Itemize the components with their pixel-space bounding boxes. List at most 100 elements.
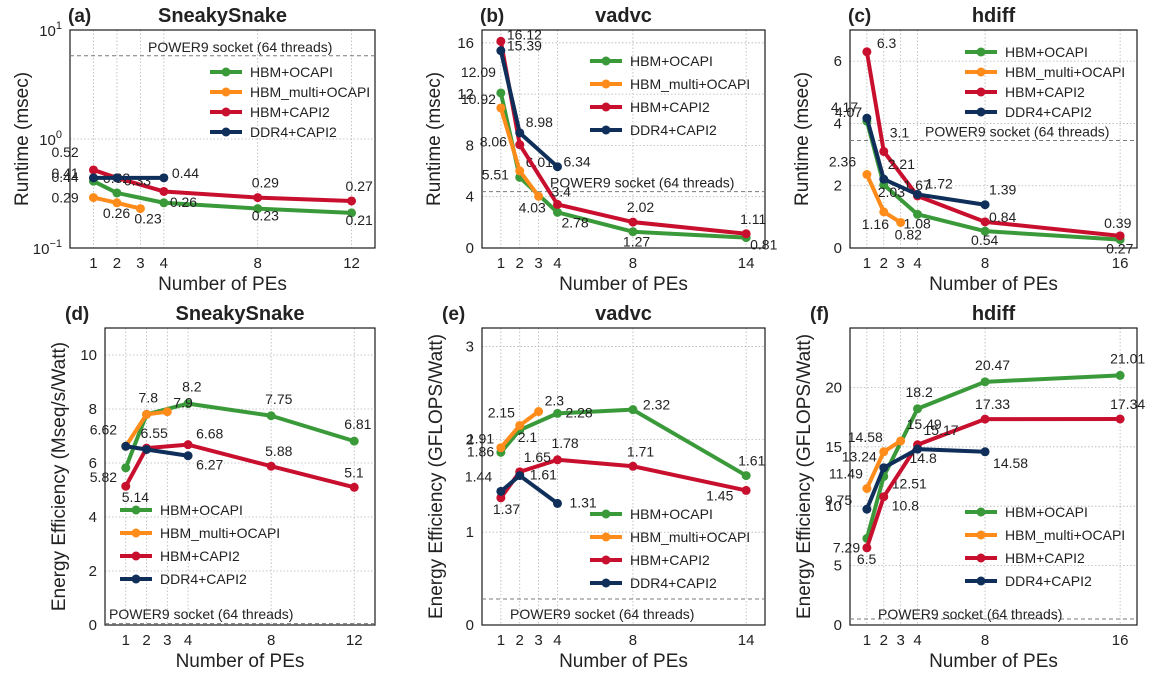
data-label: 0.41 <box>51 165 78 181</box>
data-point <box>980 217 990 227</box>
legend-entry: HBM_multi+OCAPI <box>630 76 750 92</box>
data-label: 1.27 <box>623 234 650 250</box>
series-hbm-multi-ocapi: 2.36 1.16 0.82 <box>829 154 922 243</box>
plot-frame <box>69 29 376 249</box>
series-ddr4-capi2: 1.44 1.61 1.31 <box>465 467 597 511</box>
series-hbm-capi2: 1.37 1.651.78 1.71 1.45 <box>493 435 751 517</box>
y-tick-label: 6 <box>834 53 842 70</box>
y-axis-label: Energy Efficiency (GFLOPS/Watt) <box>794 334 815 619</box>
data-point <box>142 445 152 454</box>
data-label: 0.39 <box>1104 215 1131 231</box>
data-point <box>496 443 506 453</box>
data-point <box>552 498 562 508</box>
legend-entry: HBM+CAPI2 <box>630 552 710 568</box>
legend-entry: HBM+CAPI2 <box>1005 84 1085 100</box>
legend: HBM+OCAPI HBM_multi+OCAPI HBM+CAPI2 DDR4+CA… <box>120 502 280 587</box>
reference-label: POWER9 socket (64 threads) <box>148 39 332 55</box>
data-point <box>862 483 872 493</box>
y-tick-label: 15 <box>825 439 842 456</box>
data-point <box>347 196 357 206</box>
legend-entry: HBM_multi+OCAPI <box>1005 527 1125 543</box>
data-point <box>112 173 122 183</box>
data-point <box>534 407 544 417</box>
data-label: 8.98 <box>526 114 553 130</box>
x-tick-label: 8 <box>629 632 637 649</box>
legend-swatch-marker <box>976 530 986 540</box>
data-point <box>121 463 131 473</box>
chart-title: vadvc <box>595 303 652 325</box>
data-point <box>496 486 506 496</box>
legend-entry: HBM+OCAPI <box>630 506 713 522</box>
data-label: 7.29 <box>833 539 860 555</box>
data-label: 8.2 <box>182 379 202 395</box>
legend-entry: HBM_multi+OCAPI <box>630 529 750 545</box>
y-tick-label: 3 <box>466 339 474 356</box>
data-point <box>253 193 263 203</box>
chart-panel-d: POWER9 socket (64 threads)1 2 3 4 8 120246810… <box>49 303 376 672</box>
data-label: 0.33 <box>124 172 151 188</box>
data-point <box>980 226 990 236</box>
data-label: 2.78 <box>561 214 588 230</box>
panel-letter: (e) <box>442 304 465 325</box>
data-label: 0.23 <box>252 208 279 224</box>
data-point <box>496 103 506 113</box>
data-point <box>628 405 638 415</box>
plot-frame <box>104 327 376 626</box>
chart-title: vadvc <box>595 5 652 27</box>
series-ddr4-capi2: 6.27 <box>121 441 224 473</box>
data-label: 15.49 <box>907 416 942 432</box>
x-tick-label: 2 <box>880 632 888 649</box>
series-hbm-multi-ocapi: 11.49 14.58 15.49 <box>829 416 942 493</box>
data-point <box>879 174 889 184</box>
data-point <box>628 227 638 237</box>
reference-label: POWER9 socket (64 threads) <box>925 124 1109 140</box>
data-label: 1.78 <box>551 435 578 451</box>
data-label: 1.44 <box>465 468 492 484</box>
data-label: 0.44 <box>51 169 78 185</box>
data-label: 1.72 <box>926 175 953 191</box>
data-label: 6.3 <box>877 35 897 51</box>
legend-swatch-marker <box>601 509 611 519</box>
series-ddr4-capi2: 0.44 0.44 <box>51 165 199 185</box>
data-label: 3.4 <box>551 183 571 199</box>
legend-entry: HBM+CAPI2 <box>250 104 330 120</box>
x-tick-label: 1 <box>497 255 505 272</box>
legend-entry: DDR4+CAPI2 <box>630 122 717 138</box>
x-tick-label: 4 <box>913 632 921 649</box>
y-tick-label: 100 <box>39 129 62 149</box>
data-point <box>349 436 359 446</box>
x-tick-label: 3 <box>163 632 171 649</box>
plot-frame <box>481 29 766 249</box>
data-point <box>980 200 990 210</box>
y-tick-label: 20 <box>825 379 842 396</box>
legend-entry: HBM+OCAPI <box>1005 504 1088 520</box>
y-axis-label: Runtime (msec) <box>12 72 33 206</box>
data-point <box>552 199 562 209</box>
data-point <box>112 188 122 198</box>
plot-frame <box>481 327 766 626</box>
data-label: 2.21 <box>888 156 915 172</box>
y-tick-label: 8 <box>466 137 474 154</box>
legend-swatch-marker <box>221 107 231 117</box>
series-hbm-ocapi: 1.86 2.1 2.28 2.32 1.61 <box>467 397 766 481</box>
data-point <box>515 471 525 481</box>
legend-entry: HBM_multi+OCAPI <box>160 525 280 541</box>
data-label: 1.61 <box>738 453 765 469</box>
legend: HBM+OCAPI HBM_multi+OCAPI HBM+CAPI2 DDR4+CA… <box>965 44 1125 120</box>
y-tick-label: 2 <box>466 431 474 448</box>
x-tick-label: 14 <box>738 632 755 649</box>
x-tick-label: 12 <box>346 632 363 649</box>
chart-panel-c: POWER9 socket (64 threads)1 2 3 4 8 160246Num… <box>792 5 1138 295</box>
data-point <box>159 186 169 196</box>
y-tick-label: 0 <box>466 240 474 257</box>
data-point <box>112 198 122 208</box>
data-label: 1.11 <box>740 211 766 227</box>
legend: HBM+OCAPI HBM_multi+OCAPI HBM+CAPI2 DDR4+CA… <box>590 53 750 138</box>
x-tick-label: 2 <box>516 632 524 649</box>
y-tick-label: 10−1 <box>33 238 62 258</box>
data-label: 0.26 <box>170 194 197 210</box>
data-point <box>88 173 98 183</box>
x-tick-label: 8 <box>981 255 989 272</box>
legend-swatch-marker <box>601 125 611 135</box>
data-point <box>980 414 990 424</box>
